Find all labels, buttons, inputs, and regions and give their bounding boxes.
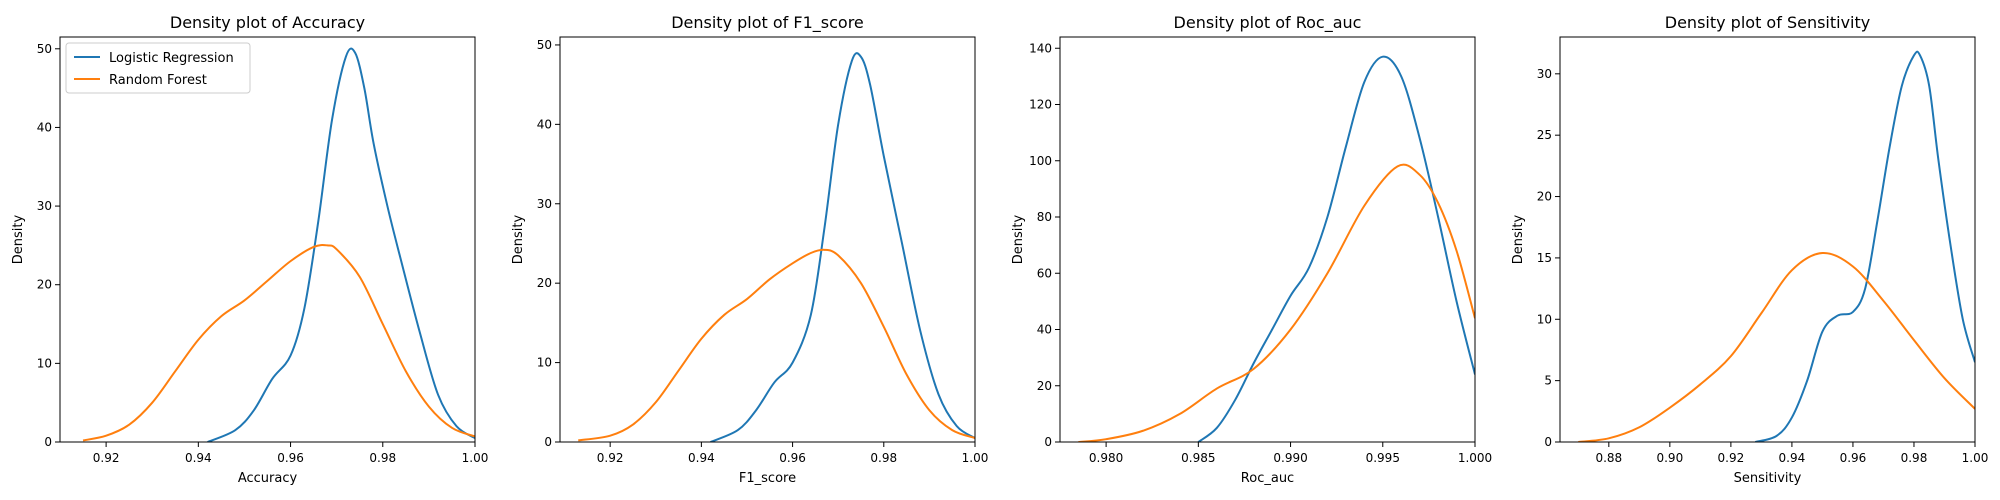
y-axis-label: Density xyxy=(1011,214,1026,264)
x-tick-label: 0.92 xyxy=(93,451,120,465)
y-tick-label: 140 xyxy=(1029,41,1052,55)
chart-title: Density plot of F1_score xyxy=(671,13,864,33)
y-tick-label: 20 xyxy=(537,276,552,290)
x-tick-label: 0.98 xyxy=(1901,451,1928,465)
y-axis-label: Density xyxy=(11,214,26,264)
x-tick-label: 1.00 xyxy=(462,451,489,465)
y-tick-label: 30 xyxy=(1537,67,1552,81)
x-tick-label: 0.98 xyxy=(870,451,897,465)
y-tick-label: 0 xyxy=(1044,435,1052,449)
x-tick-label: 0.98 xyxy=(369,451,396,465)
y-tick-label: 10 xyxy=(37,356,52,370)
x-tick-label: 0.96 xyxy=(1840,451,1867,465)
chart-panel-1: 0.92 0.94 0.96 0.98 1.00 0 10 20 30 40 50 Density p… xyxy=(11,13,488,486)
legend-label: Logistic Regression xyxy=(109,51,234,66)
x-tick-label: 0.92 xyxy=(597,451,624,465)
y-tick-label: 30 xyxy=(37,199,52,213)
y-tick-label: 50 xyxy=(537,38,552,52)
y-tick-label: 20 xyxy=(1537,190,1552,204)
chart-title: Density plot of Roc_auc xyxy=(1174,13,1362,33)
legend-label: Random Forest xyxy=(109,73,207,88)
x-tick-label: 0.94 xyxy=(688,451,715,465)
y-tick-label: 20 xyxy=(1037,379,1052,393)
y-tick-label: 0 xyxy=(544,435,552,449)
x-tick-label: 0.96 xyxy=(779,451,806,465)
y-tick-label: 5 xyxy=(1544,374,1552,388)
y-tick-label: 120 xyxy=(1029,98,1052,112)
y-tick-label: 40 xyxy=(1037,323,1052,337)
y-tick-label: 100 xyxy=(1029,154,1052,168)
x-axis-label: Roc_auc xyxy=(1241,471,1294,486)
chart-panel-4: 0.88 0.90 0.92 0.94 0.96 0.98 1.00 0 5 10 15 20 25 30… xyxy=(1511,13,1988,486)
axes-frame xyxy=(559,36,976,443)
y-tick-label: 80 xyxy=(1037,210,1052,224)
series-line-logistic-regression xyxy=(1197,55,1475,442)
chart-panel-3: 0.980 0.985 0.990 0.995 1.000 0 20 40 60 80 100 120… xyxy=(1011,13,1492,486)
series-line-logistic-regression xyxy=(1755,50,1975,442)
y-tick-label: 50 xyxy=(37,42,52,56)
x-tick-label: 0.94 xyxy=(185,451,212,465)
axes-frame xyxy=(59,36,476,443)
series-line-logistic-regression xyxy=(207,47,475,442)
y-tick-label: 15 xyxy=(1537,251,1552,265)
x-tick-label: 0.92 xyxy=(1718,451,1745,465)
y-tick-label: 25 xyxy=(1537,128,1552,142)
legend-box xyxy=(65,42,251,94)
chart-title: Density plot of Accuracy xyxy=(170,13,365,32)
x-tick-label: 0.88 xyxy=(1595,451,1622,465)
series-line-random-forest xyxy=(1078,163,1475,442)
x-axis-label: F1_score xyxy=(739,471,796,486)
x-tick-label: 0.985 xyxy=(1181,451,1215,465)
legend: Logistic Regression Random Forest xyxy=(65,42,251,94)
series-line-random-forest xyxy=(82,244,475,442)
y-axis-label: Density xyxy=(1511,214,1526,264)
series-line-random-forest xyxy=(1578,251,1975,442)
x-tick-label: 1.00 xyxy=(1962,451,1989,465)
y-tick-label: 0 xyxy=(1544,435,1552,449)
y-tick-label: 60 xyxy=(1037,266,1052,280)
y-tick-label: 40 xyxy=(537,117,552,131)
y-tick-label: 10 xyxy=(537,356,552,370)
chart-title: Density plot of Sensitivity xyxy=(1665,13,1870,32)
y-tick-label: 10 xyxy=(1537,312,1552,326)
y-tick-label: 40 xyxy=(37,120,52,134)
axes-frame xyxy=(1059,36,1476,443)
y-tick-label: 30 xyxy=(537,197,552,211)
x-tick-label: 0.94 xyxy=(1779,451,1806,465)
x-tick-label: 0.990 xyxy=(1273,451,1307,465)
x-tick-label: 0.96 xyxy=(277,451,304,465)
axes-frame xyxy=(1559,36,1976,443)
x-tick-label: 0.995 xyxy=(1366,451,1400,465)
series-line-random-forest xyxy=(578,248,975,442)
x-tick-label: 0.980 xyxy=(1089,451,1123,465)
chart-panel-2: 0.92 0.94 0.96 0.98 1.00 0 10 20 30 40 50 Density p… xyxy=(511,13,988,486)
x-tick-label: 1.00 xyxy=(962,451,989,465)
y-tick-label: 0 xyxy=(44,435,52,449)
x-axis-label: Sensitivity xyxy=(1734,471,1802,486)
x-tick-label: 0.90 xyxy=(1656,451,1683,465)
y-tick-label: 20 xyxy=(37,278,52,292)
series-line-logistic-regression xyxy=(710,52,975,442)
y-axis-label: Density xyxy=(511,214,526,264)
x-tick-label: 1.000 xyxy=(1458,451,1492,465)
x-axis-label: Accuracy xyxy=(238,471,298,486)
